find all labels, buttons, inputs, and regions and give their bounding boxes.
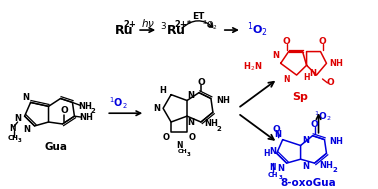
Text: O: O [273, 125, 280, 134]
Text: 2: 2 [332, 167, 337, 173]
Text: N: N [176, 141, 182, 150]
Text: NH: NH [330, 59, 343, 68]
Text: O: O [319, 37, 326, 46]
Text: O: O [60, 106, 68, 115]
Text: CH: CH [7, 135, 18, 141]
Text: NH: NH [79, 102, 92, 111]
Text: 2+: 2+ [124, 20, 137, 29]
Text: N: N [14, 114, 21, 123]
Text: O: O [197, 78, 205, 87]
Text: $^{1}$O$_{2}$: $^{1}$O$_{2}$ [109, 96, 128, 111]
Text: N: N [302, 136, 309, 145]
Text: 3: 3 [18, 138, 22, 143]
Text: $^{1}$O$_{2}$: $^{1}$O$_{2}$ [314, 109, 331, 123]
Text: 3: 3 [187, 152, 191, 157]
Text: NH: NH [204, 119, 218, 129]
Text: N: N [187, 91, 195, 100]
Text: $^{1}$O$_{2}$: $^{1}$O$_{2}$ [247, 21, 268, 39]
Text: Gua: Gua [45, 143, 68, 153]
Text: NH: NH [79, 113, 93, 122]
Text: 2: 2 [217, 126, 221, 132]
Text: CH: CH [268, 172, 278, 178]
Text: N: N [270, 163, 276, 172]
Text: Ru: Ru [115, 24, 134, 36]
Text: O: O [283, 37, 291, 46]
Text: Sp: Sp [293, 92, 308, 101]
Text: ET: ET [192, 12, 204, 21]
Text: N: N [22, 93, 29, 102]
Text: O: O [189, 133, 195, 142]
Text: 8-oxoGua: 8-oxoGua [281, 178, 336, 188]
Text: N: N [153, 104, 161, 113]
Text: O: O [163, 133, 170, 142]
Text: N: N [272, 51, 279, 60]
Text: N: N [274, 130, 281, 139]
Text: N: N [284, 75, 290, 84]
Text: 3: 3 [279, 175, 283, 180]
Text: H: H [303, 73, 310, 81]
Text: H: H [263, 149, 270, 158]
Text: CH: CH [178, 149, 188, 154]
Text: N: N [277, 163, 284, 173]
Text: N: N [23, 125, 30, 134]
Text: N: N [309, 69, 316, 78]
Text: NH: NH [319, 161, 333, 170]
Text: NH: NH [330, 137, 343, 146]
Text: O: O [311, 120, 318, 129]
Text: O: O [327, 78, 335, 87]
Text: NH: NH [216, 96, 230, 105]
Text: N: N [302, 162, 309, 170]
Text: H$_2$N: H$_2$N [243, 61, 263, 74]
Text: N: N [269, 147, 276, 156]
Text: $^{3}$O$_{2}$: $^{3}$O$_{2}$ [202, 18, 218, 32]
Text: N: N [9, 124, 16, 133]
Text: 2: 2 [91, 108, 96, 114]
Text: N: N [187, 119, 195, 128]
Text: 2+*: 2+* [174, 20, 192, 29]
Text: H: H [160, 86, 167, 95]
Text: $^{3}$Ru: $^{3}$Ru [160, 22, 186, 38]
Text: $h\nu$: $h\nu$ [141, 17, 155, 29]
